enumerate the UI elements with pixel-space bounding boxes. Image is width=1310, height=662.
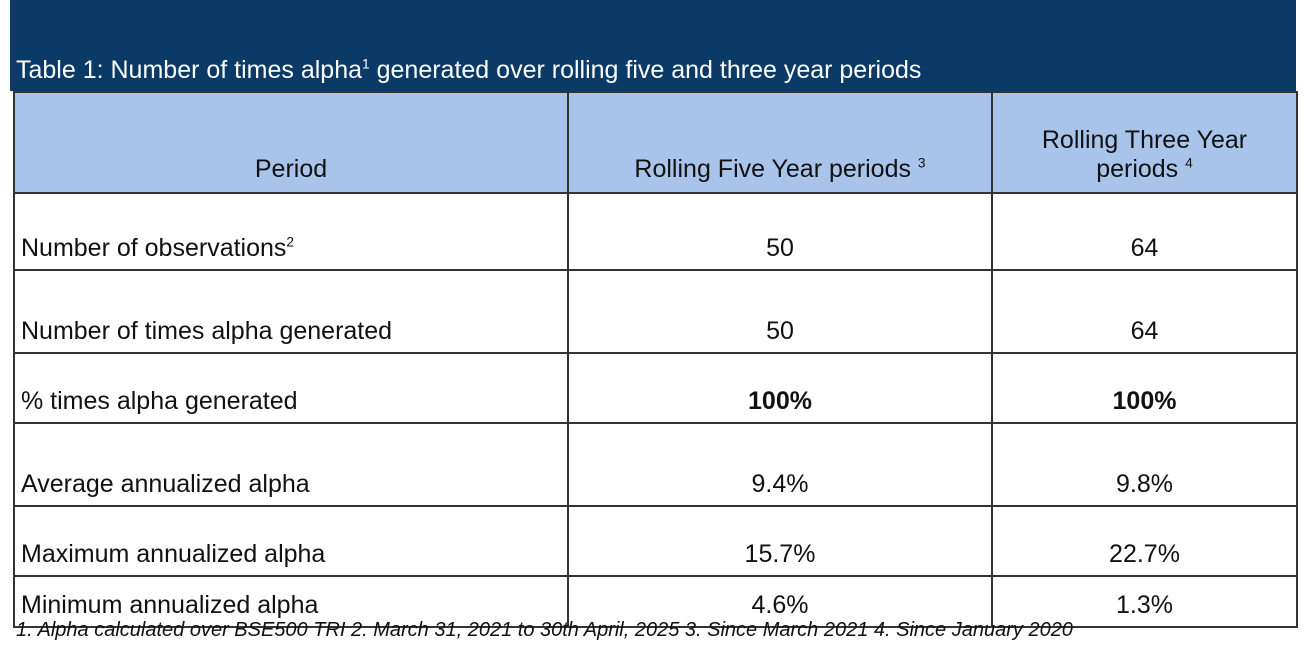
table-footnote: 1. Alpha calculated over BSE500 TRI 2. M… <box>16 619 1073 641</box>
cell-three-year: 1.3% <box>991 575 1298 628</box>
table-row: Average annualized alpha 9.4% 9.8% <box>13 422 1298 507</box>
header-row: Period Rolling Five Year periods 3 Rolli… <box>13 91 1298 194</box>
row-label-text: Maximum annualized alpha <box>21 540 326 568</box>
cell-five-year: 100% <box>567 352 993 424</box>
table-row: % times alpha generated 100% 100% <box>13 352 1298 424</box>
header-rolling-three-label: Rolling Three Year periods <box>1041 126 1248 183</box>
row-label: Number of times alpha generated <box>13 269 569 354</box>
cell-three-year: 64 <box>991 192 1298 271</box>
row-label-text: Average annualized alpha <box>21 470 310 498</box>
alpha-table: Period Rolling Five Year periods 3 Rolli… <box>13 91 1298 628</box>
header-period-label: Period <box>254 155 328 183</box>
row-label: Minimum annualized alpha <box>13 575 569 628</box>
cell-five-year: 9.4% <box>567 422 993 507</box>
cell-five-year: 15.7% <box>567 505 993 577</box>
cell-three-year: 9.8% <box>991 422 1298 507</box>
row-label-text: Number of times alpha generated <box>21 317 393 345</box>
table-row: Minimum annualized alpha 4.6% 1.3% <box>13 575 1298 628</box>
header-rolling-three-sup: 4 <box>1185 155 1193 171</box>
title-superscript: 1 <box>362 56 370 72</box>
header-rolling-five: Rolling Five Year periods 3 <box>567 91 993 194</box>
table-row: Number of observations2 50 64 <box>13 192 1298 271</box>
title-text-end: generated over rolling five and three ye… <box>369 56 922 84</box>
cell-five-year: 50 <box>567 269 993 354</box>
header-rolling-five-label: Rolling Five Year periods <box>634 155 918 183</box>
row-label-sup: 2 <box>286 234 295 250</box>
header-period: Period <box>13 91 569 194</box>
row-label-text: Number of observations <box>21 234 287 262</box>
cell-five-year: 50 <box>567 192 993 271</box>
header-rolling-five-sup: 3 <box>917 155 926 171</box>
row-label: % times alpha generated <box>13 352 569 424</box>
cell-three-year: 64 <box>991 269 1298 354</box>
table-title: Table 1: Number of times alpha1 generate… <box>16 56 921 85</box>
row-label: Maximum annualized alpha <box>13 505 569 577</box>
cell-three-year: 100% <box>991 352 1298 424</box>
row-label-text: Minimum annualized alpha <box>21 591 319 619</box>
row-label-text: % times alpha generated <box>21 387 298 415</box>
cell-three-year: 22.7% <box>991 505 1298 577</box>
table-title-bar: Table 1: Number of times alpha1 generate… <box>10 0 1296 91</box>
table-row: Number of times alpha generated 50 64 <box>13 269 1298 354</box>
row-label: Number of observations2 <box>13 192 569 271</box>
cell-five-year: 4.6% <box>567 575 993 628</box>
title-text-start: Table 1: Number of times alpha <box>16 56 363 84</box>
header-rolling-three: Rolling Three Year periods 4 <box>991 91 1298 194</box>
table-row: Maximum annualized alpha 15.7% 22.7% <box>13 505 1298 577</box>
row-label: Average annualized alpha <box>13 422 569 507</box>
